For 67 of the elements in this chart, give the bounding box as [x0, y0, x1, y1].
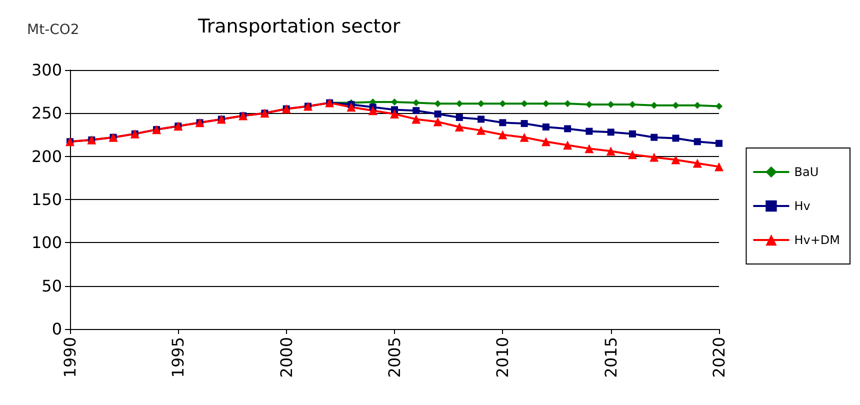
point — [346, 102, 356, 112]
point — [499, 100, 506, 108]
point — [520, 132, 529, 142]
point — [520, 100, 528, 108]
x-tick-label: 2005 — [385, 337, 404, 378]
point — [607, 101, 614, 108]
chart-title: Transportation sector — [197, 16, 400, 38]
point — [390, 110, 399, 119]
point — [650, 102, 658, 109]
y-tick-label: 0 — [52, 320, 62, 338]
point — [456, 100, 463, 108]
point — [714, 162, 724, 172]
point — [716, 140, 722, 147]
y-tick-label: 300 — [31, 60, 62, 80]
y-tick-label: 150 — [31, 190, 62, 209]
y-tick-label: 200 — [31, 146, 62, 166]
point — [586, 101, 593, 108]
x-tick-label: 1995 — [168, 337, 188, 378]
point — [584, 144, 594, 154]
point — [520, 120, 528, 128]
point — [542, 123, 550, 130]
point — [692, 158, 702, 168]
point — [476, 126, 486, 135]
point — [694, 102, 701, 109]
point — [412, 107, 420, 114]
point — [606, 146, 616, 156]
point — [542, 100, 550, 108]
point — [368, 106, 378, 116]
y-tick-label: 100 — [31, 233, 62, 252]
point — [412, 114, 421, 124]
point — [434, 110, 442, 118]
x-tick-label: 1990 — [60, 337, 80, 378]
point — [499, 119, 506, 126]
point — [672, 134, 680, 142]
point — [563, 140, 572, 150]
x-tick-label: 2010 — [493, 337, 512, 378]
point — [412, 99, 420, 106]
point — [456, 114, 463, 121]
point — [650, 152, 659, 162]
legend-label: Hv — [794, 199, 810, 213]
x-tick-label: 2020 — [710, 337, 728, 378]
point — [478, 116, 485, 123]
point — [628, 150, 637, 160]
point — [586, 128, 593, 135]
y-tick-label: 250 — [31, 104, 62, 123]
point — [391, 98, 398, 106]
point — [716, 102, 722, 110]
legend-label: Hv+DM — [794, 233, 840, 247]
point — [650, 134, 658, 141]
point — [498, 130, 508, 140]
point — [454, 122, 464, 132]
point — [478, 100, 485, 108]
point — [541, 137, 550, 146]
y-tick-label: 50 — [42, 276, 62, 296]
legend-label: BaU — [794, 165, 819, 179]
y-axis-title: Mt-CO2 — [27, 22, 80, 38]
point — [564, 125, 572, 132]
point — [433, 117, 442, 126]
x-tick-label: 2000 — [276, 337, 296, 378]
point — [607, 128, 614, 136]
point — [671, 155, 680, 164]
point — [628, 130, 636, 138]
point — [694, 138, 701, 146]
point — [434, 100, 442, 108]
point — [672, 102, 680, 109]
x-tick-label: 2015 — [601, 337, 620, 378]
point — [564, 100, 572, 108]
